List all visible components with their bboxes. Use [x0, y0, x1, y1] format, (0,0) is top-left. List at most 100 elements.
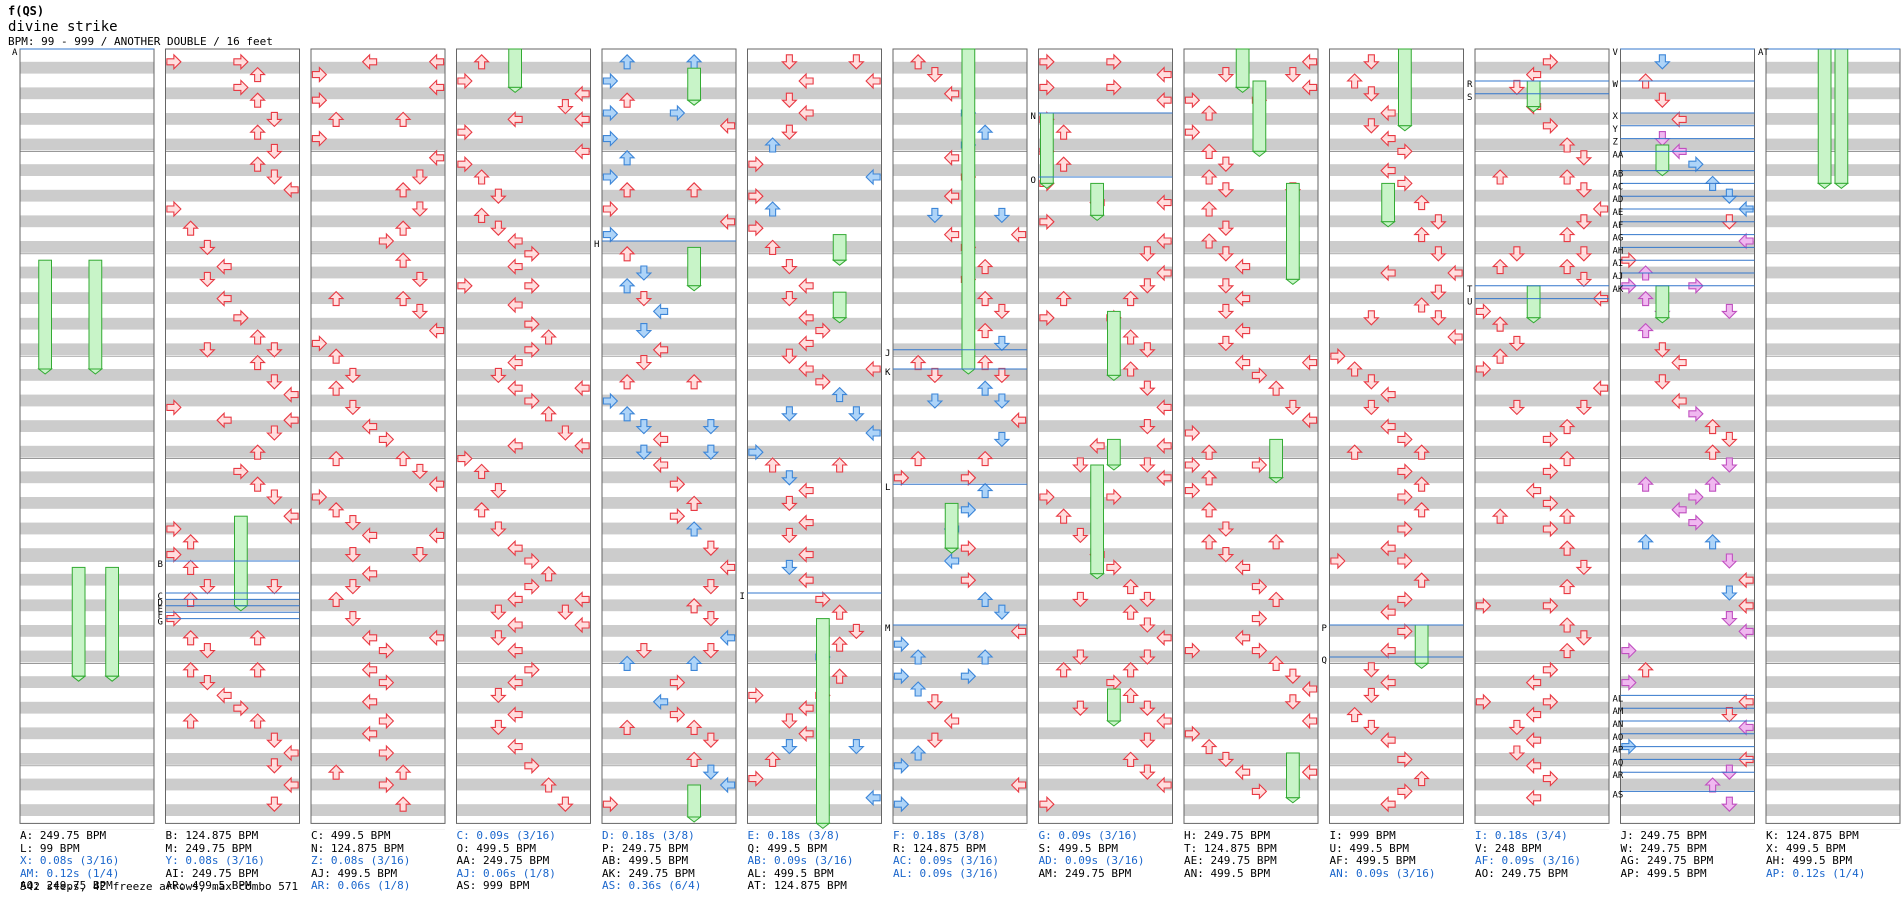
beat-band: [747, 61, 882, 74]
step-arrow: [719, 776, 736, 794]
step-arrow: [1704, 534, 1721, 550]
step-arrow: [507, 591, 523, 608]
step-arrow: [249, 476, 266, 492]
beat-band: [1475, 522, 1609, 535]
beat-band: [20, 701, 154, 714]
step-arrow: [798, 104, 814, 122]
legend-entry: AF: 499.5 BPM: [1329, 854, 1416, 867]
beat-band: [1184, 625, 1318, 637]
step-arrow: [1200, 738, 1218, 755]
step-arrow: [848, 406, 865, 422]
step-arrow: [865, 72, 881, 90]
beat-band: [1620, 599, 1755, 612]
bpm-change-label: G: [158, 618, 163, 628]
beat-band: [1475, 420, 1609, 432]
step-arrow: [1430, 214, 1447, 230]
step-arrow: [1072, 700, 1089, 716]
step-arrow: [1267, 534, 1285, 550]
beat-band: [747, 317, 882, 330]
step-arrow: [618, 374, 636, 390]
step-arrow: [1106, 559, 1122, 576]
step-arrow: [361, 661, 378, 679]
step-arrow: [702, 643, 720, 659]
beat-band: [165, 343, 300, 356]
legend-entry: Z: 0.08s (3/16): [311, 854, 411, 867]
bpm-change-label: AF: [1613, 221, 1624, 231]
freeze-arrow: [687, 67, 701, 101]
beat-band: [20, 753, 154, 765]
step-arrow: [1447, 264, 1463, 282]
step-arrow: [1055, 156, 1072, 172]
beat-band: [1620, 650, 1755, 663]
step-arrow: [909, 745, 927, 761]
beat-band: [1038, 369, 1173, 381]
legend-entry: H: 249.75 BPM: [1184, 829, 1271, 842]
column-border: [1183, 48, 1319, 824]
beat-band: [1766, 727, 1900, 740]
beat-band: [1620, 113, 1755, 125]
step-arrow: [233, 53, 249, 71]
step-arrow: [266, 489, 283, 505]
legend-entry: AN: 499.5 BPM: [1184, 866, 1271, 880]
beat-band: [1184, 804, 1318, 816]
beat-band: [311, 61, 445, 74]
step-arrow: [182, 220, 199, 236]
step-arrow: [669, 507, 686, 525]
step-arrow: [311, 488, 328, 506]
step-arrow: [457, 450, 473, 467]
beat-band: [165, 87, 300, 100]
beat-band: [1475, 215, 1609, 228]
bpm-change-label: A: [12, 48, 18, 58]
chart-column: [1183, 48, 1319, 830]
step-arrow: [943, 149, 960, 167]
bpm-change-label: M: [885, 624, 891, 634]
step-arrow: [618, 150, 636, 166]
beat-band: [1184, 87, 1318, 100]
step-arrow: [266, 732, 283, 748]
beat-band: [311, 753, 445, 765]
beat-band: [165, 625, 300, 637]
step-arrow: [199, 579, 216, 595]
step-arrow: [1039, 795, 1055, 813]
step-arrow: [1721, 303, 1738, 320]
beat-band: [456, 189, 591, 202]
step-arrow: [428, 53, 445, 71]
step-arrow: [1508, 246, 1526, 262]
beat-band: [1475, 138, 1609, 151]
step-arrow: [540, 406, 557, 422]
step-arrow: [233, 699, 249, 717]
column-border: [892, 48, 1028, 824]
step-arrow: [602, 392, 619, 410]
step-arrow: [249, 662, 266, 678]
step-arrow: [1430, 310, 1447, 326]
beat-band: [602, 420, 736, 432]
legend-entry: Y: 0.08s (3/16): [165, 854, 265, 867]
step-arrow: [1122, 578, 1139, 595]
step-arrow: [1525, 706, 1542, 723]
beat-band: [1038, 445, 1173, 458]
step-arrow: [1234, 354, 1251, 371]
step-arrow: [1010, 226, 1027, 243]
freeze-arrow: [832, 291, 847, 319]
beat-band: [311, 164, 445, 176]
step-arrow: [1267, 655, 1285, 671]
beat-band: [1038, 87, 1173, 100]
step-arrow: [1621, 674, 1637, 691]
step-arrow: [1380, 603, 1396, 621]
step-arrow: [1671, 392, 1687, 410]
beat-band: [1184, 701, 1318, 714]
step-arrow: [1542, 431, 1559, 448]
step-arrow: [490, 367, 507, 384]
beat-band: [1766, 61, 1900, 74]
beat-band: [1038, 61, 1173, 74]
beat-band: [20, 138, 154, 151]
beat-band: [1038, 215, 1173, 228]
step-arrow: [283, 507, 299, 525]
step-arrow: [748, 687, 764, 704]
beat-band: [1184, 445, 1318, 458]
step-arrow: [602, 130, 619, 147]
step-arrow: [926, 367, 944, 384]
chart-column: [1329, 48, 1464, 830]
step-arrow: [1413, 502, 1430, 518]
beat-band: [602, 343, 736, 356]
